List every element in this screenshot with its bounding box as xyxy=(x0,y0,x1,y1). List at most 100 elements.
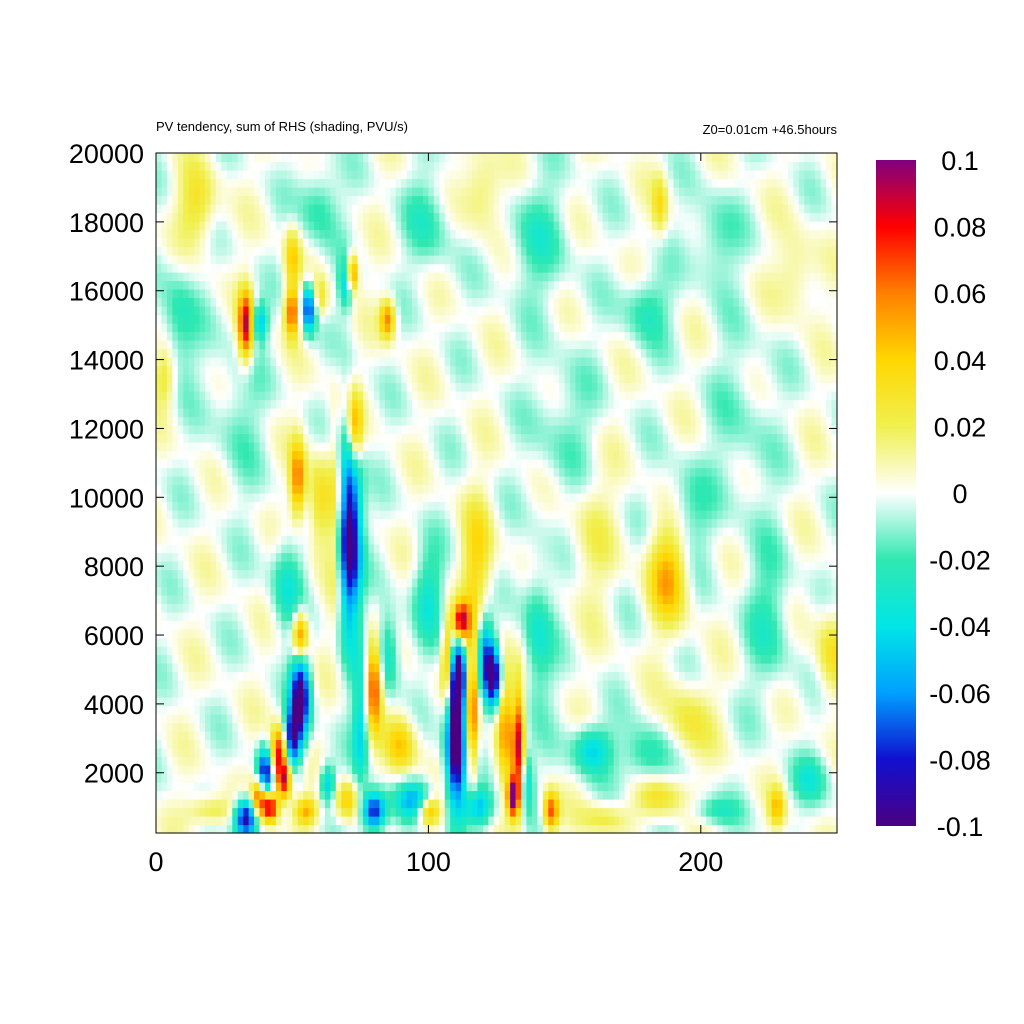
heatmap-cell xyxy=(477,646,484,656)
heatmap-cell xyxy=(346,799,353,809)
heatmap-cell xyxy=(346,773,353,783)
heatmap-cell xyxy=(482,663,489,673)
heatmap-cell xyxy=(738,722,745,732)
heatmap-cell xyxy=(717,697,724,707)
heatmap-cell xyxy=(728,799,735,809)
heatmap-cell xyxy=(482,501,489,511)
heatmap-cell xyxy=(586,748,593,758)
heatmap-cell xyxy=(602,782,609,792)
heatmap-cell xyxy=(286,603,293,613)
heatmap-cell xyxy=(188,586,195,596)
heatmap-cell xyxy=(542,544,549,554)
heatmap-cell xyxy=(602,612,609,622)
heatmap-cell xyxy=(521,680,528,690)
heatmap-cell xyxy=(406,569,413,579)
heatmap-cell xyxy=(510,714,517,724)
heatmap-cell xyxy=(352,586,359,596)
heatmap-cell xyxy=(188,680,195,690)
heatmap-cell xyxy=(809,790,816,800)
heatmap-cell xyxy=(335,722,342,732)
heatmap-cell xyxy=(815,586,822,596)
heatmap-cell xyxy=(526,731,533,741)
heatmap-cell xyxy=(346,620,353,630)
heatmap-cell xyxy=(531,739,538,749)
heatmap-cell xyxy=(368,510,375,520)
heatmap-cell xyxy=(248,544,255,554)
heatmap-cell xyxy=(303,688,310,698)
heatmap-cell xyxy=(194,824,201,834)
heatmap-cell xyxy=(619,493,626,503)
heatmap-cell xyxy=(700,714,707,724)
heatmap-cell xyxy=(384,518,391,528)
heatmap-cell xyxy=(777,680,784,690)
heatmap-cell xyxy=(586,663,593,673)
heatmap-cell xyxy=(722,501,729,511)
heatmap-cell xyxy=(613,782,620,792)
heatmap-cell xyxy=(624,493,631,503)
heatmap-cell xyxy=(406,501,413,511)
heatmap-cell xyxy=(183,501,190,511)
heatmap-cell xyxy=(559,637,566,647)
heatmap-cell xyxy=(161,501,168,511)
heatmap-cell xyxy=(766,705,773,715)
heatmap-cell xyxy=(499,680,506,690)
heatmap-cell xyxy=(368,569,375,579)
heatmap-cell xyxy=(548,637,555,647)
heatmap-cell xyxy=(422,535,429,545)
heatmap-cell xyxy=(646,799,653,809)
heatmap-cell xyxy=(706,773,713,783)
heatmap-cell xyxy=(395,535,402,545)
heatmap-cell xyxy=(199,561,206,571)
heatmap-cell xyxy=(292,527,299,537)
heatmap-cell xyxy=(820,680,827,690)
heatmap-cell xyxy=(221,697,228,707)
heatmap-cell xyxy=(755,595,762,605)
heatmap-cell xyxy=(526,680,533,690)
heatmap-cell xyxy=(210,714,217,724)
heatmap-cell xyxy=(798,816,805,826)
heatmap-cell xyxy=(820,722,827,732)
heatmap-cell xyxy=(313,527,321,537)
heatmap-cell xyxy=(559,595,566,605)
heatmap-cell xyxy=(303,527,310,537)
heatmap-cell xyxy=(809,816,816,826)
heatmap-cell xyxy=(346,578,353,588)
heatmap-cell xyxy=(760,790,767,800)
heatmap-cell xyxy=(755,510,762,520)
heatmap-cell xyxy=(608,535,615,545)
heatmap-cell xyxy=(559,739,566,749)
heatmap-cell xyxy=(166,527,173,537)
heatmap-cell xyxy=(335,680,342,690)
heatmap-cell xyxy=(548,646,555,656)
heatmap-cell xyxy=(406,544,413,554)
heatmap-cell xyxy=(194,739,201,749)
heatmap-cell xyxy=(826,629,833,639)
heatmap-cell xyxy=(373,544,380,554)
heatmap-cell xyxy=(352,518,359,528)
heatmap-cell xyxy=(668,807,675,817)
heatmap-cell xyxy=(270,765,277,775)
heatmap-cell xyxy=(455,824,462,834)
heatmap-cell xyxy=(248,773,255,783)
heatmap-cell xyxy=(433,824,440,834)
heatmap-cell xyxy=(259,527,266,537)
heatmap-cell xyxy=(804,518,811,528)
heatmap-cell xyxy=(177,620,184,630)
heatmap-cell xyxy=(221,527,228,537)
heatmap-cell xyxy=(433,756,440,766)
heatmap-cell xyxy=(559,569,566,579)
heatmap-cell xyxy=(417,518,424,528)
heatmap-cell xyxy=(521,654,528,664)
heatmap-cell xyxy=(760,603,767,613)
heatmap-cell xyxy=(417,705,424,715)
heatmap-cell xyxy=(477,680,484,690)
heatmap-cell xyxy=(254,756,261,766)
heatmap-cell xyxy=(755,518,762,528)
heatmap-cell xyxy=(172,697,179,707)
heatmap-cell xyxy=(787,663,795,673)
heatmap-cell xyxy=(477,620,484,630)
heatmap-cell xyxy=(417,612,424,622)
heatmap-cell xyxy=(346,688,353,698)
heatmap-cell xyxy=(804,612,811,622)
heatmap-cell xyxy=(755,790,762,800)
